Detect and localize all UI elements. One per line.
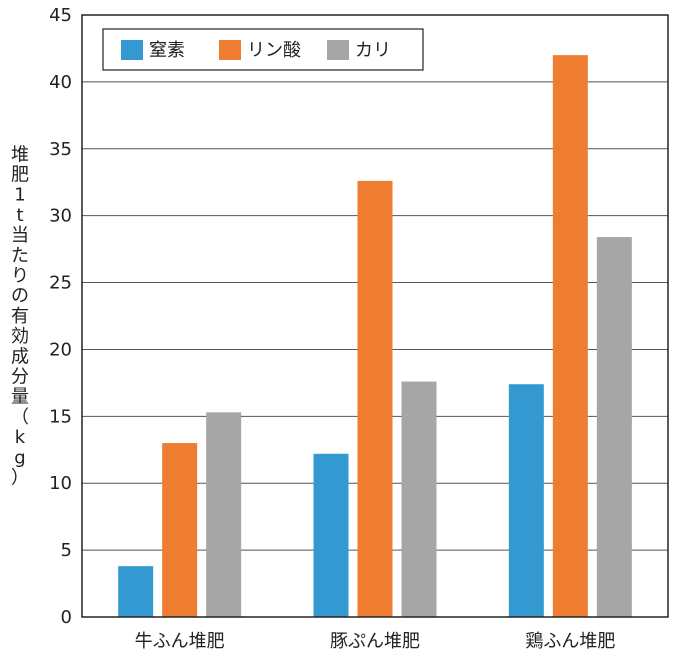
y-tick-label: 15 [49, 406, 72, 427]
y-axis-title-glyph: 堆 [11, 144, 29, 165]
y-axis-title: 堆肥 1 t 当たりの有効成分量（ k g） [11, 144, 29, 488]
y-axis-title-glyph: り [11, 266, 29, 287]
bar-phosphate [357, 180, 393, 617]
y-tick-label: 20 [49, 339, 72, 360]
y-axis-title-glyph: 量 [11, 387, 29, 408]
legend-box [102, 28, 424, 71]
bar-potash [206, 412, 242, 617]
bar-nitrogen [508, 384, 544, 617]
x-tick-label: 鶏ふん堆肥 [525, 631, 615, 652]
y-tick-label: 5 [61, 540, 72, 561]
legend-swatch [219, 40, 241, 60]
legend-swatch [121, 40, 143, 60]
legend-label: カリ [355, 40, 391, 61]
x-tick-labels: 牛ふん堆肥 豚ぷん堆肥 鶏ふん堆肥 [135, 631, 616, 652]
legend-label: 窒素 [149, 40, 185, 61]
bar-potash [596, 237, 632, 617]
y-axis-title-glyph: t [16, 205, 23, 226]
y-tick-label: 0 [61, 607, 72, 628]
bar-phosphate [162, 443, 198, 617]
y-axis-title-glyph: た [11, 245, 29, 266]
bar-nitrogen [313, 453, 349, 617]
axes [81, 14, 669, 618]
y-axis-title-glyph: ） [11, 468, 29, 489]
legend-swatch [327, 40, 349, 60]
y-tick-label: 45 [49, 5, 72, 26]
y-axis-title-glyph: 肥 [11, 165, 29, 186]
bars [118, 55, 632, 617]
y-tick-label: 40 [49, 72, 72, 93]
y-axis-title-glyph: 当 [11, 225, 29, 246]
y-tick-label: 30 [49, 206, 72, 227]
y-tick-label: 10 [49, 473, 72, 494]
bar-phosphate [552, 55, 588, 617]
bar-nitrogen [118, 566, 154, 617]
x-tick-label: 豚ぷん堆肥 [330, 631, 420, 652]
y-tick-label: 25 [49, 273, 72, 294]
y-axis-title-glyph: 分 [11, 367, 29, 388]
y-axis-title-glyph: 効 [11, 326, 29, 347]
plot-frame [81, 14, 669, 618]
x-tick-label: 牛ふん堆肥 [135, 631, 225, 652]
y-axis-title-glyph: 有 [11, 306, 29, 327]
bar-potash [401, 381, 437, 617]
legend-label: リン酸 [247, 40, 301, 61]
y-axis-title-glyph: k [15, 427, 26, 448]
legend: 窒素 リン酸 カリ [102, 28, 424, 71]
y-axis-label: 堆肥 1 t 当たりの有効成分量（ k g） [11, 144, 29, 488]
y-axis-title-glyph: （ [11, 407, 29, 428]
y-axis-title-glyph: の [11, 286, 29, 307]
y-axis-title-glyph: 1 [14, 185, 25, 206]
y-axis-title-glyph: 成 [11, 346, 29, 367]
y-tick-label: 35 [49, 139, 72, 160]
y-tick-labels: 0 5 10 15 20 25 30 35 40 45 [49, 5, 72, 628]
y-axis-title-glyph: g [14, 447, 25, 468]
